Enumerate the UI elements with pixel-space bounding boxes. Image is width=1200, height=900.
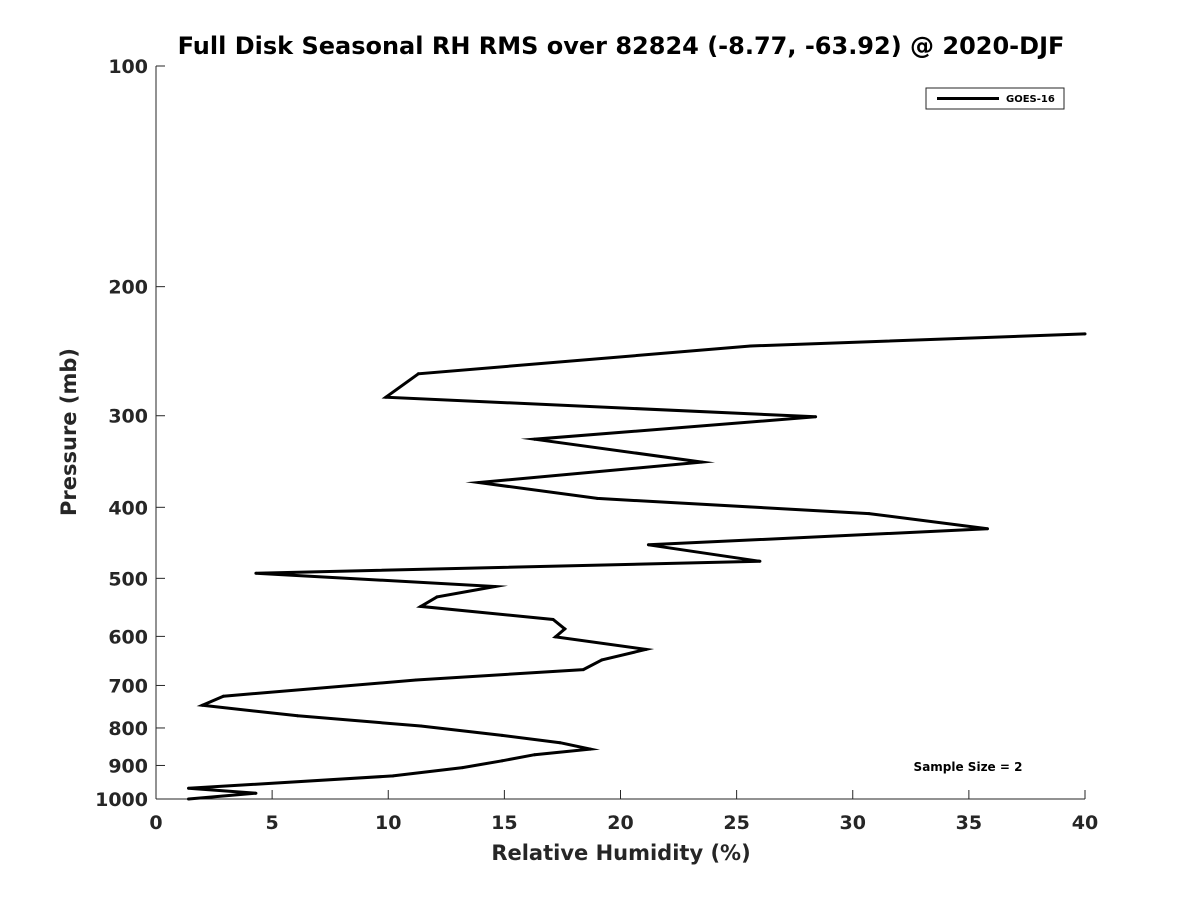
data-point <box>644 647 648 651</box>
data-point <box>588 747 592 751</box>
x-axis-label: Relative Humidity (%) <box>491 841 750 865</box>
data-point <box>477 481 481 484</box>
data-point <box>500 759 504 763</box>
y-tick-label: 500 <box>108 568 148 590</box>
y-tick-label: 800 <box>108 718 148 740</box>
x-tick-label: 25 <box>723 812 749 834</box>
data-point <box>554 635 557 639</box>
x-tick-label: 35 <box>956 812 982 834</box>
data-point <box>646 543 650 547</box>
data-point <box>749 344 753 348</box>
data-point <box>814 415 818 419</box>
data-point <box>867 512 871 516</box>
data-point <box>254 571 258 575</box>
data-point <box>461 766 465 770</box>
y-tick-label: 100 <box>108 56 148 78</box>
data-point <box>419 724 423 728</box>
x-tick-label: 0 <box>149 812 162 834</box>
series-points <box>187 332 1087 801</box>
data-point <box>435 595 439 599</box>
x-tick-label: 30 <box>840 812 866 834</box>
x-tick-label: 40 <box>1072 812 1098 834</box>
data-point <box>600 658 604 662</box>
data-point <box>221 694 225 698</box>
x-tick-label: 20 <box>607 812 633 834</box>
y-tick-label: 1000 <box>95 789 148 811</box>
y-tick-label: 600 <box>108 626 148 648</box>
y-tick-label: 300 <box>108 406 148 428</box>
y-axis-label: Pressure (mb) <box>57 348 81 516</box>
series-line-goes-16 <box>188 332 1086 801</box>
legend-label-goes-16: GOES-16 <box>1006 94 1055 105</box>
data-point <box>595 496 599 500</box>
y-tick-label: 200 <box>108 277 148 299</box>
data-point <box>563 627 567 631</box>
data-point <box>986 527 989 531</box>
x-tick-label: 10 <box>375 812 401 834</box>
data-point <box>493 585 497 588</box>
chart-title: Full Disk Seasonal RH RMS over 82824 (-8… <box>178 32 1065 60</box>
y-ticks: 100 200 300 400 500 600 700 800 900 1000 <box>95 56 165 811</box>
x-tick-label: 5 <box>266 812 279 834</box>
data-point <box>533 437 537 441</box>
sample-size-annotation: Sample Size = 2 <box>914 760 1023 774</box>
x-ticks: 0 5 10 15 20 25 30 35 40 <box>149 790 1098 834</box>
y-tick-label: 700 <box>108 675 148 697</box>
plot-area: 0 5 10 15 20 25 30 35 40 100 200 300 400 500 600 700 80… <box>95 56 1098 834</box>
data-point <box>533 753 537 757</box>
data-point <box>391 774 395 778</box>
data-point <box>384 395 388 399</box>
data-point <box>1083 332 1087 336</box>
y-tick-label: 900 <box>108 755 148 777</box>
data-point <box>296 714 300 718</box>
data-point <box>187 786 190 790</box>
data-point <box>581 668 585 672</box>
data-point <box>414 678 418 682</box>
data-point <box>700 460 704 464</box>
data-point <box>416 372 420 376</box>
data-point <box>558 741 562 745</box>
legend: GOES-16 <box>925 87 1065 110</box>
data-point <box>254 791 258 795</box>
data-point <box>500 733 504 737</box>
data-point <box>551 618 555 621</box>
data-point <box>200 703 204 707</box>
y-tick-label: 400 <box>108 497 148 519</box>
x-tick-label: 15 <box>491 812 517 834</box>
data-point <box>758 559 762 563</box>
data-point <box>419 604 423 608</box>
data-point <box>187 797 190 801</box>
